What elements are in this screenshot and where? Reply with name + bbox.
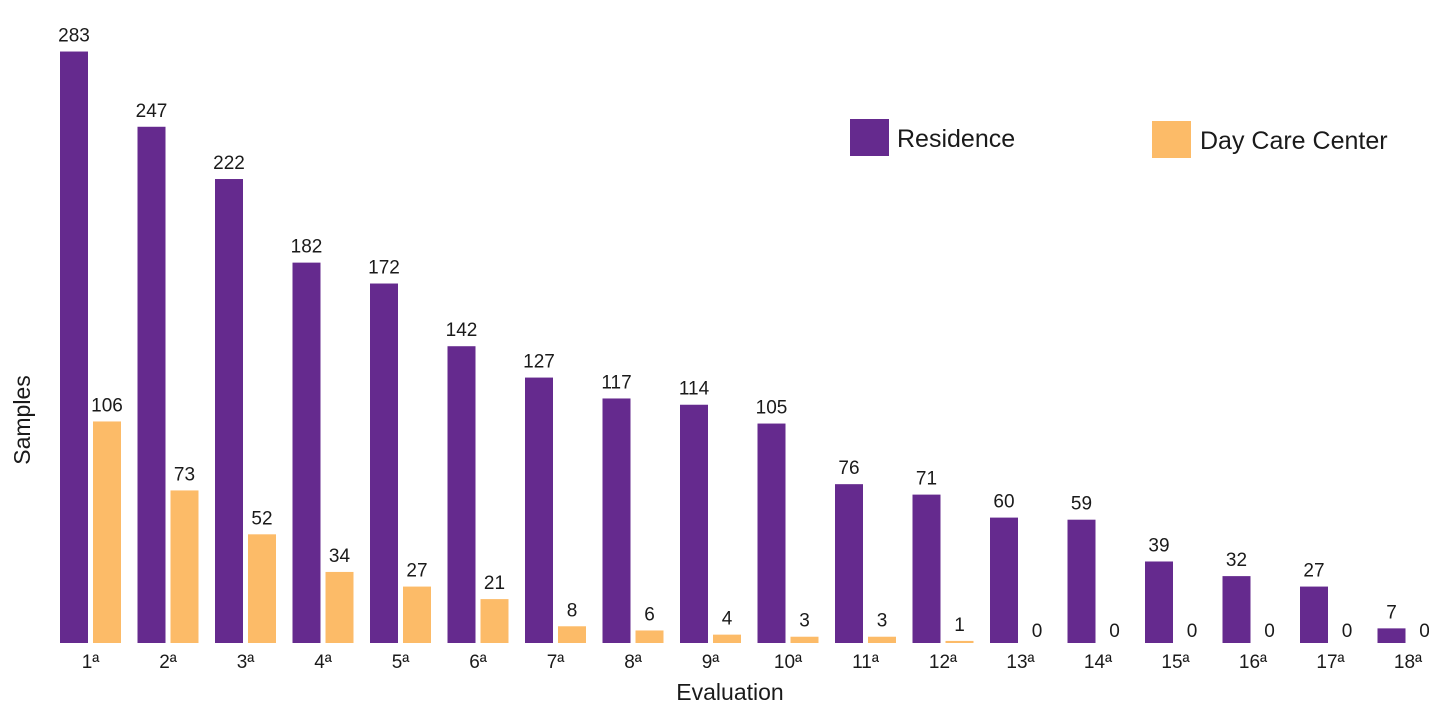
bar-day-care-center-3 <box>248 534 276 643</box>
value-label-day-care-center-8: 6 <box>644 604 655 625</box>
x-tick-label-12: 12ª <box>929 652 958 673</box>
bar-day-care-center-5 <box>403 586 431 643</box>
bar-residence-10 <box>757 423 786 643</box>
value-label-residence-12: 71 <box>916 469 937 490</box>
x-tick-label-7: 7ª <box>547 652 566 673</box>
bar-day-care-center-7 <box>558 626 586 643</box>
value-label-day-care-center-7: 8 <box>567 600 578 621</box>
bar-day-care-center-8 <box>635 630 664 643</box>
value-label-day-care-center-16: 0 <box>1264 621 1275 642</box>
legend: Residence Day Care Center <box>850 119 1388 158</box>
bar-day-care-center-4 <box>325 571 354 643</box>
x-tick-label-5: 5ª <box>392 652 411 673</box>
value-label-day-care-center-6: 21 <box>484 573 505 594</box>
bar-residence-16 <box>1222 576 1251 643</box>
bar-residence-1 <box>60 51 88 643</box>
value-label-residence-15: 39 <box>1148 535 1169 556</box>
value-label-residence-1: 283 <box>58 26 90 47</box>
bar-day-care-center-10 <box>790 636 819 643</box>
x-tick-label-1: 1ª <box>82 652 101 673</box>
bar-residence-13 <box>990 517 1018 643</box>
value-label-residence-4: 182 <box>291 237 323 258</box>
value-label-day-care-center-17: 0 <box>1342 621 1353 642</box>
bar-residence-12 <box>912 494 941 643</box>
value-labels-group: 2831062477322252182341722714221127811761… <box>58 26 1429 642</box>
x-axis-title: Evaluation <box>676 679 783 705</box>
x-tick-label-14: 14ª <box>1084 652 1113 673</box>
bar-day-care-center-12 <box>945 640 974 643</box>
value-label-day-care-center-5: 27 <box>406 561 427 582</box>
value-label-residence-13: 60 <box>993 492 1014 513</box>
value-label-residence-3: 222 <box>213 153 245 174</box>
legend-swatch-residence <box>850 119 889 156</box>
bar-residence-2 <box>137 126 166 643</box>
bar-residence-17 <box>1300 586 1328 643</box>
value-label-day-care-center-10: 3 <box>799 611 810 632</box>
bar-residence-18 <box>1377 628 1406 643</box>
value-label-day-care-center-3: 52 <box>251 508 272 529</box>
x-tick-label-3: 3ª <box>237 652 256 673</box>
x-tick-label-4: 4ª <box>314 652 333 673</box>
x-tick-label-17: 17ª <box>1316 652 1345 673</box>
value-label-day-care-center-12: 1 <box>954 615 965 636</box>
x-tick-label-11: 11ª <box>852 652 880 673</box>
x-tick-labels-group: 1ª 2ª 3ª 4ª 5ª 6ª 7ª 8ª 9ª 10ª 11ª 12ª 13ª 14ª 15ª 16ª 1… <box>82 652 1423 673</box>
bar-residence-11 <box>835 484 863 643</box>
value-label-residence-9: 114 <box>679 379 710 400</box>
bar-residence-6 <box>447 346 476 643</box>
value-label-day-care-center-18: 0 <box>1419 621 1429 642</box>
legend-label-residence: Residence <box>897 125 1015 153</box>
bar-residence-3 <box>215 179 243 643</box>
x-tick-label-8: 8ª <box>624 652 643 673</box>
value-label-day-care-center-9: 4 <box>722 609 733 630</box>
value-label-residence-10: 105 <box>756 398 788 419</box>
value-label-residence-16: 32 <box>1226 550 1247 571</box>
x-tick-label-6: 6ª <box>469 652 488 673</box>
x-tick-label-10: 10ª <box>774 652 803 673</box>
value-label-day-care-center-14: 0 <box>1109 621 1120 642</box>
bar-day-care-center-6 <box>480 599 509 643</box>
x-tick-label-18: 18ª <box>1394 652 1423 673</box>
x-tick-label-9: 9ª <box>702 652 721 673</box>
bar-residence-15 <box>1145 561 1173 643</box>
value-label-day-care-center-4: 34 <box>329 546 351 567</box>
y-axis-title: Samples <box>9 375 35 464</box>
value-label-residence-2: 247 <box>136 101 168 122</box>
bar-residence-4 <box>292 262 321 643</box>
value-label-day-care-center-15: 0 <box>1187 621 1198 642</box>
legend-label-day-care-center: Day Care Center <box>1200 127 1388 155</box>
value-label-day-care-center-1: 106 <box>91 395 123 416</box>
value-label-residence-6: 142 <box>446 320 478 341</box>
bar-day-care-center-9 <box>713 634 741 643</box>
value-label-day-care-center-2: 73 <box>174 464 195 485</box>
legend-swatch-day-care-center <box>1152 121 1191 158</box>
value-label-residence-18: 7 <box>1386 602 1397 623</box>
value-label-residence-7: 127 <box>523 352 555 373</box>
x-tick-label-2: 2ª <box>159 652 178 673</box>
value-label-residence-5: 172 <box>368 258 400 279</box>
bar-residence-8 <box>602 398 631 643</box>
x-tick-label-16: 16ª <box>1239 652 1268 673</box>
bar-residence-5 <box>370 283 398 643</box>
value-label-residence-17: 27 <box>1303 561 1324 582</box>
value-label-residence-14: 59 <box>1071 494 1092 515</box>
value-label-residence-11: 76 <box>838 458 859 479</box>
x-tick-label-13: 13ª <box>1006 652 1035 673</box>
value-label-day-care-center-11: 3 <box>877 611 888 632</box>
value-label-day-care-center-13: 0 <box>1032 621 1043 642</box>
bars-group <box>60 51 1406 643</box>
bar-day-care-center-11 <box>868 636 896 643</box>
bar-day-care-center-2 <box>170 490 199 643</box>
bar-residence-9 <box>680 404 708 643</box>
value-label-residence-8: 117 <box>601 372 631 393</box>
bar-residence-14 <box>1067 519 1096 643</box>
bar-residence-7 <box>525 377 553 643</box>
x-tick-label-15: 15ª <box>1161 652 1190 673</box>
bar-day-care-center-1 <box>93 421 121 643</box>
